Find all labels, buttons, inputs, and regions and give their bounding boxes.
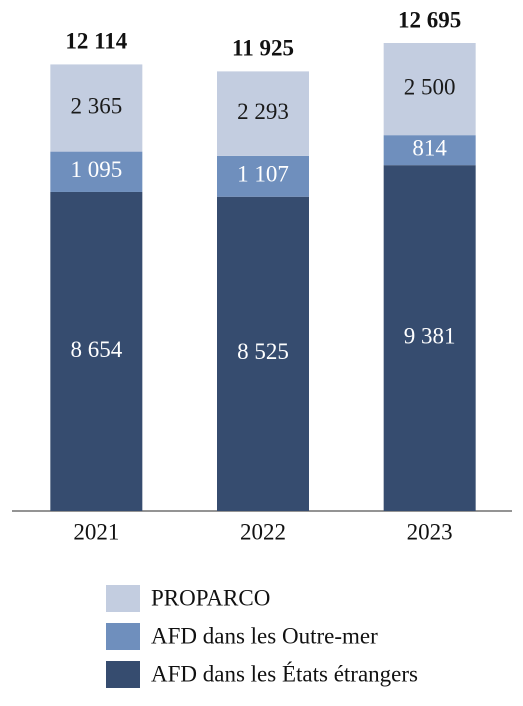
legend-swatch	[106, 623, 140, 650]
x-tick-label: 2023	[407, 519, 453, 544]
bar-segment	[50, 64, 143, 152]
bar-segment	[383, 165, 476, 512]
total-label: 12 114	[65, 29, 127, 54]
legend-label: AFD dans les États étrangers	[151, 661, 418, 686]
legend-label: AFD dans les Outre-mer	[151, 623, 378, 648]
bar-segment	[383, 135, 476, 166]
bar-segment	[383, 43, 476, 136]
value-label: 2 365	[70, 93, 122, 118]
bar-segment	[217, 155, 309, 197]
total-label: 11 925	[232, 36, 294, 61]
bar-segment	[50, 191, 143, 512]
value-label: 814	[412, 135, 447, 160]
total-label: 12 695	[398, 7, 461, 32]
legend-swatch	[106, 661, 140, 688]
x-tick-label: 2021	[73, 519, 119, 544]
legend-label: PROPARCO	[151, 585, 270, 610]
bar-segment	[217, 196, 309, 511]
value-label: 8 654	[70, 337, 122, 362]
x-tick-label: 2022	[240, 519, 286, 544]
value-label: 1 095	[70, 157, 122, 182]
bar-segment	[217, 71, 309, 156]
legend-swatch	[106, 585, 140, 612]
value-label: 1 107	[237, 162, 289, 187]
value-label: 8 525	[237, 339, 289, 364]
value-label: 2 500	[404, 74, 456, 99]
value-label: 2 293	[237, 99, 289, 124]
bar-segment	[50, 151, 143, 192]
value-label: 9 381	[404, 323, 456, 348]
